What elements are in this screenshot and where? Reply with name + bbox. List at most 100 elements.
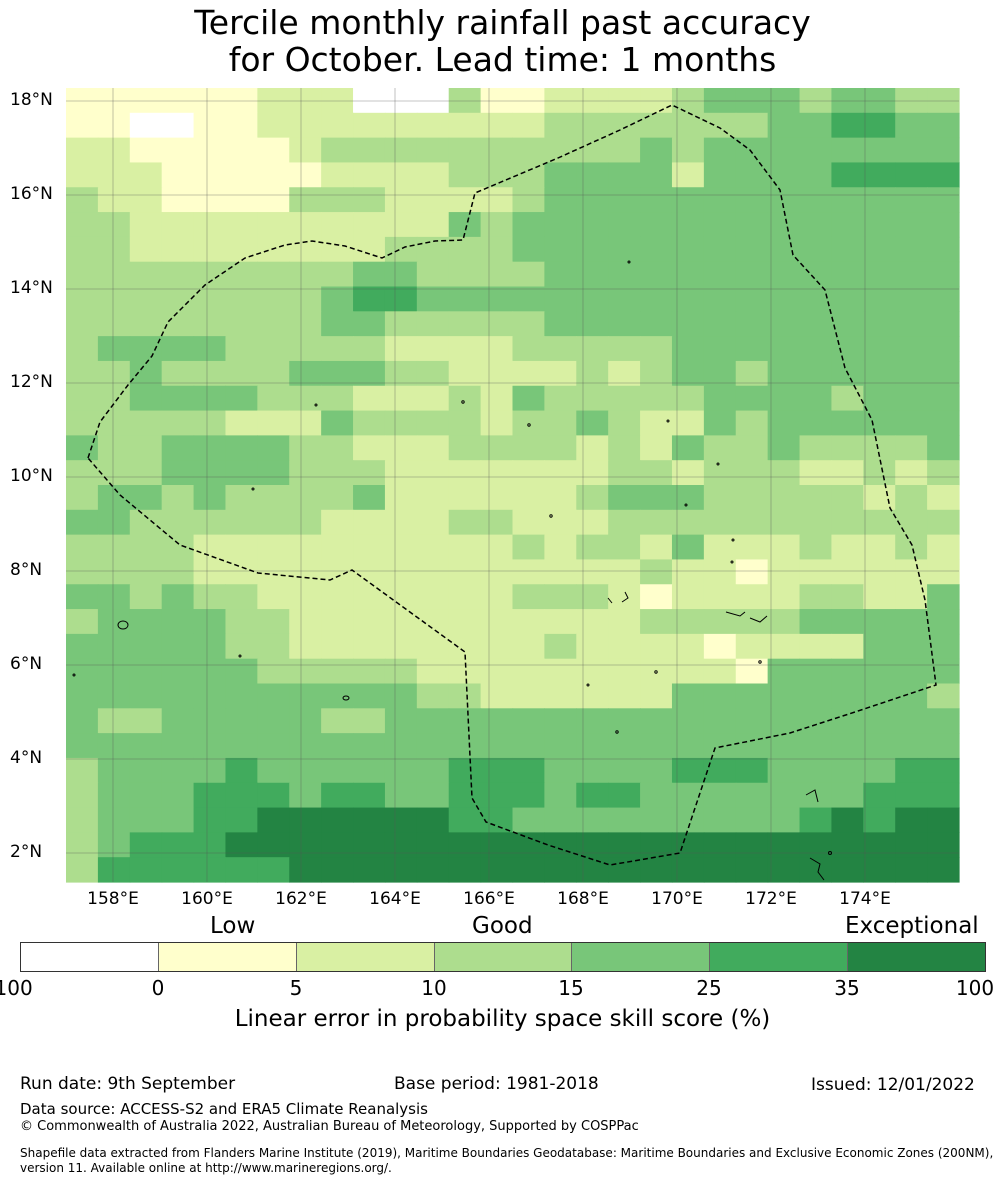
grid-cell [66,435,99,461]
grid-cell [97,832,131,858]
grid-cell [225,88,258,114]
grid-cell [321,137,354,164]
grid-cell [767,757,801,784]
grid-cell [289,88,322,114]
grid-cell [257,236,290,263]
grid-cell [480,832,514,858]
grid-cell [831,658,864,685]
grid-cell [161,162,195,188]
grid-cell [863,757,896,784]
grid-cell [129,410,163,436]
grid-cell [544,162,577,188]
grid-cell [353,857,386,883]
grid-cell [767,187,801,213]
grid-cell [129,261,163,288]
grid-cell [193,410,227,436]
grid-cell [353,311,386,337]
grid-cell [863,807,896,833]
grid-cell [544,137,577,164]
grid-cell [97,534,131,561]
grid-cell [225,435,258,461]
grid-cell [161,609,195,635]
grid-cell [448,360,482,387]
grid-cell [576,112,609,139]
grid-cell [927,162,960,188]
grid-cell [193,435,227,461]
grid-cell [640,807,673,833]
grid-cell [927,609,960,635]
grid-cell [608,435,641,461]
grid-cell [321,410,354,436]
grid-cell [512,534,545,561]
grid-cell [225,534,258,561]
grid-cell [448,336,482,362]
grid-cell [353,584,386,610]
grid-cell [608,559,641,585]
grid-cell [576,336,609,362]
grid-cell [225,832,258,858]
grid-cell [193,236,227,263]
lon-label: 174°E [839,889,891,909]
colorbar [20,942,986,972]
grid-cell [289,162,322,188]
grid-cell [608,485,641,511]
grid-cell [384,658,418,685]
grid-cell [608,534,641,561]
grid-cell [544,509,577,536]
grid-cell [161,112,195,139]
grid-cell [161,733,195,759]
grid-cell [416,633,450,660]
grid-cell [831,609,864,635]
grid-cell [66,460,99,486]
grid-cell [480,187,514,213]
grid-cell [384,261,418,288]
grid-cell [927,782,960,809]
grid-cell [161,782,195,809]
grid-cell [193,733,227,759]
grid-cell [544,212,577,238]
grid-cell [735,509,769,536]
grid-cell [416,534,450,561]
grid-cell [321,236,354,263]
grid-cell [895,336,928,362]
grid-cell [448,236,482,263]
grid-cell [576,187,609,213]
grid-cell [384,733,418,759]
grid-cell [353,733,386,759]
grid-cell [799,162,833,188]
grid-cell [863,162,896,188]
grid-cell [384,609,418,635]
grid-cell [863,212,896,238]
lat-label: 18°N [10,90,53,110]
grid-cell [576,559,609,585]
grid-cell [608,410,641,436]
grid-cell [97,683,131,709]
grid-cell [161,658,195,685]
grid-cell [480,584,514,610]
grid-cell [448,733,482,759]
copyright-notice: © Commonwealth of Australia 2022, Austra… [20,1119,639,1134]
grid-cell [289,336,322,362]
grid-cell [831,509,864,536]
grid-cell [289,584,322,610]
grid-cell [544,534,577,561]
grid-cell [161,633,195,660]
grid-cell [225,782,258,809]
grid-cell [448,683,482,709]
eez-boundary [87,104,937,866]
grid-cell [129,782,163,809]
base-period: Base period: 1981-2018 [394,1074,599,1094]
grid-cell [480,534,514,561]
grid-cell [416,832,450,858]
colorbar-segment [158,943,297,971]
colorbar-title: Linear error in probability space skill … [234,1006,771,1032]
grid-cell [257,212,290,238]
grid-cell [640,460,673,486]
grid-cell [384,435,418,461]
grid-cell [799,435,833,461]
grid-cell [193,584,227,610]
grid-cell [321,311,354,337]
grid-cell [927,88,960,114]
grid-cell [512,311,545,337]
grid-cell [448,187,482,213]
